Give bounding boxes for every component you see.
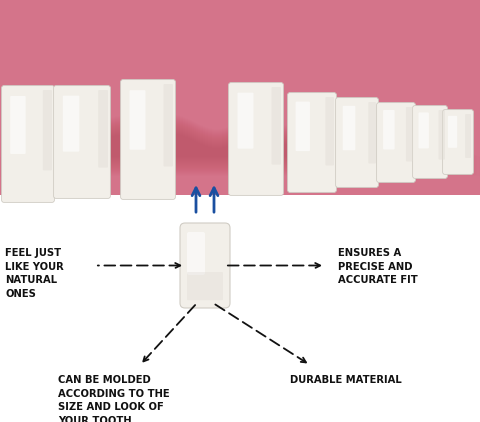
FancyBboxPatch shape	[325, 97, 334, 165]
FancyBboxPatch shape	[288, 92, 336, 192]
Polygon shape	[0, 0, 480, 195]
FancyBboxPatch shape	[406, 107, 413, 162]
Text: DURABLE MATERIAL: DURABLE MATERIAL	[290, 375, 402, 385]
FancyBboxPatch shape	[54, 86, 110, 198]
FancyBboxPatch shape	[130, 90, 145, 150]
FancyBboxPatch shape	[187, 232, 205, 275]
Polygon shape	[0, 0, 480, 195]
FancyBboxPatch shape	[368, 102, 376, 163]
FancyBboxPatch shape	[336, 97, 378, 187]
FancyBboxPatch shape	[465, 114, 471, 158]
FancyBboxPatch shape	[98, 90, 108, 168]
Text: ENSURES A
PRECISE AND
ACCURATE FIT: ENSURES A PRECISE AND ACCURATE FIT	[338, 248, 418, 285]
FancyBboxPatch shape	[343, 106, 355, 150]
FancyBboxPatch shape	[180, 223, 230, 308]
FancyBboxPatch shape	[120, 80, 175, 200]
FancyBboxPatch shape	[296, 102, 310, 151]
FancyBboxPatch shape	[439, 110, 445, 160]
FancyBboxPatch shape	[164, 84, 173, 167]
FancyBboxPatch shape	[419, 112, 429, 149]
Text: CAN BE MOLDED
ACCORDING TO THE
SIZE AND LOOK OF
YOUR TOOTH: CAN BE MOLDED ACCORDING TO THE SIZE AND …	[58, 375, 169, 422]
FancyBboxPatch shape	[10, 96, 25, 154]
FancyBboxPatch shape	[228, 83, 283, 195]
FancyBboxPatch shape	[448, 116, 457, 148]
FancyBboxPatch shape	[413, 106, 447, 179]
FancyBboxPatch shape	[43, 90, 52, 170]
FancyBboxPatch shape	[377, 103, 415, 182]
FancyBboxPatch shape	[238, 93, 253, 149]
FancyBboxPatch shape	[63, 96, 79, 151]
FancyBboxPatch shape	[383, 110, 395, 149]
FancyBboxPatch shape	[187, 272, 223, 300]
FancyBboxPatch shape	[272, 87, 281, 165]
FancyBboxPatch shape	[1, 86, 54, 203]
Text: FEEL JUST
LIKE YOUR
NATURAL
ONES: FEEL JUST LIKE YOUR NATURAL ONES	[5, 248, 64, 299]
FancyBboxPatch shape	[443, 110, 473, 174]
